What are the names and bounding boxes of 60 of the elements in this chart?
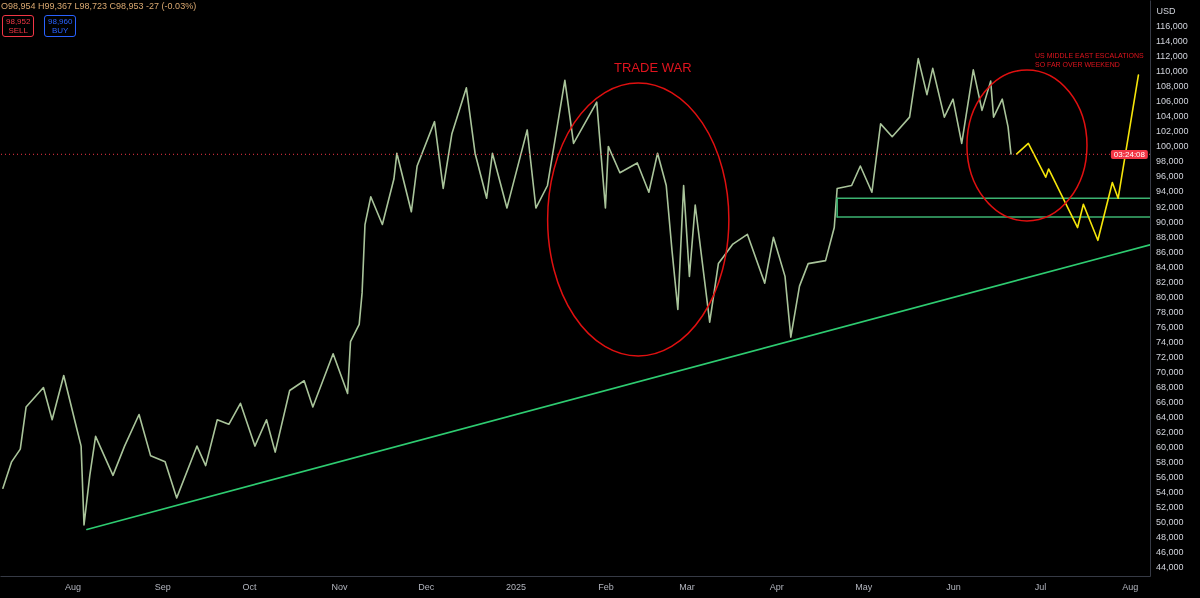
x-tick-label: Dec — [418, 581, 435, 592]
x-tick-label: Aug — [64, 581, 81, 592]
y-tick-label: 106,000 — [1156, 96, 1189, 107]
y-tick-label: 84,000 — [1156, 261, 1184, 272]
x-tick-label: Nov — [331, 581, 348, 592]
y-tick-label: 54,000 — [1156, 486, 1184, 497]
y-tick-label: 60,000 — [1156, 441, 1184, 452]
y-tick-label: 58,000 — [1156, 456, 1184, 467]
x-tick-label: Jun — [946, 581, 961, 592]
y-tick-label: 72,000 — [1156, 351, 1184, 362]
y-tick-label: 80,000 — [1156, 291, 1184, 302]
y-tick-label: 112,000 — [1156, 51, 1188, 62]
y-axis-title: USD — [1156, 5, 1176, 16]
y-tick-label: 100,000 — [1156, 141, 1189, 152]
y-tick-label: 48,000 — [1156, 531, 1184, 542]
y-tick-label: 110,000 — [1156, 66, 1188, 77]
y-tick-label: 98,000 — [1156, 156, 1184, 167]
y-tick-label: 92,000 — [1156, 201, 1184, 212]
annotation: SELL — [7, 26, 29, 35]
y-tick-label: 114,000 — [1156, 36, 1188, 47]
x-tick-label: Aug — [1122, 581, 1139, 592]
y-tick-label: 90,000 — [1156, 216, 1184, 227]
annotation: BUY — [51, 26, 70, 35]
y-tick-label: 68,000 — [1156, 381, 1184, 392]
x-tick-label: Apr — [769, 581, 784, 592]
y-tick-label: 86,000 — [1156, 246, 1184, 257]
y-tick-label: 62,000 — [1156, 426, 1184, 437]
y-tick-label: 50,000 — [1156, 516, 1184, 527]
x-tick-label: Jul — [1034, 581, 1047, 592]
y-tick-label: 56,000 — [1156, 471, 1184, 482]
annotation: O98,954 H99,367 L98,723 C98,953 -27 (-0.03%) — [1, 1, 197, 11]
y-tick-label: 78,000 — [1156, 306, 1184, 317]
y-tick-label: 46,000 — [1156, 546, 1184, 557]
annotation: TRADE WAR — [614, 60, 692, 75]
buy-button: 98,960 BUY — [44, 15, 77, 37]
y-tick-label: 44,000 — [1156, 561, 1184, 572]
annotation: 03:24:08 — [1110, 149, 1148, 159]
x-tick-label: Sep — [154, 581, 171, 592]
annotation: 98,952 — [6, 17, 31, 26]
y-tick-label: 88,000 — [1156, 231, 1184, 242]
x-tick-label: May — [855, 581, 873, 592]
x-tick-label: Mar — [679, 581, 695, 592]
y-tick-label: 94,000 — [1156, 186, 1184, 197]
y-tick-label: 70,000 — [1156, 366, 1184, 377]
y-tick-label: 52,000 — [1156, 501, 1184, 512]
y-tick-label: 74,000 — [1156, 336, 1184, 347]
sell-button: 98,952 SELL — [2, 15, 35, 37]
y-tick-label: 96,000 — [1156, 171, 1184, 182]
x-tick-label: Feb — [598, 581, 614, 592]
y-tick-label: 82,000 — [1156, 276, 1184, 287]
x-tick-label: Oct — [242, 581, 258, 592]
x-tick-label: 2025 — [506, 581, 527, 592]
annotation: 98,960 — [48, 17, 73, 26]
y-tick-label: 76,000 — [1156, 321, 1184, 332]
y-tick-label: 108,000 — [1156, 81, 1189, 92]
y-tick-label: 102,000 — [1156, 126, 1189, 137]
y-tick-label: 66,000 — [1156, 396, 1184, 407]
y-tick-label: 104,000 — [1156, 111, 1189, 122]
y-tick-label: 116,000 — [1156, 21, 1188, 32]
y-tick-label: 64,000 — [1156, 411, 1184, 422]
